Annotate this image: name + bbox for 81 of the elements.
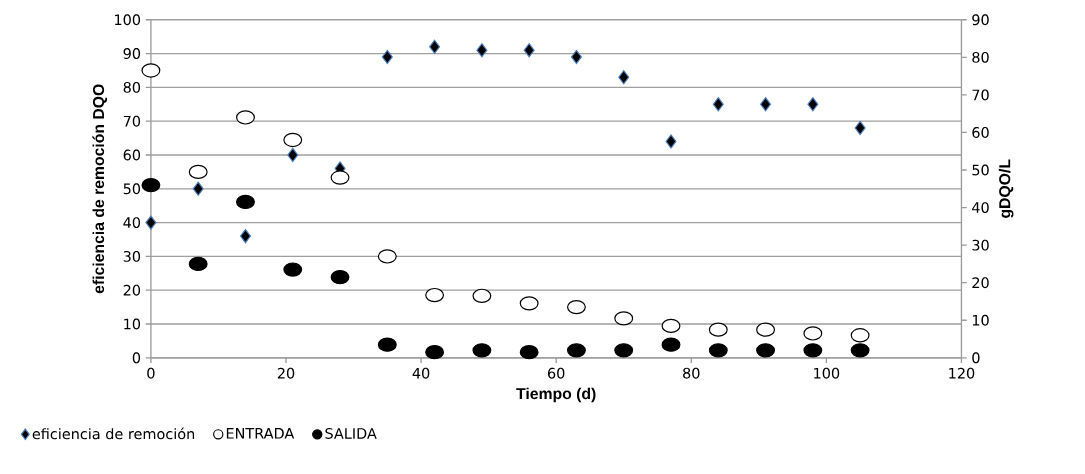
y-tick-label: 40	[123, 216, 141, 228]
y2-tick-label: 80	[972, 51, 989, 63]
y2-tick-label: 0	[972, 352, 980, 364]
point	[476, 42, 488, 58]
point	[283, 262, 303, 277]
point	[377, 337, 397, 352]
point	[854, 120, 866, 135]
x-tick-label: 40	[412, 367, 430, 379]
point	[661, 337, 681, 352]
point	[287, 147, 299, 162]
point	[145, 215, 157, 230]
y2-tick-label: 20	[972, 277, 989, 288]
y-tick-label: 90	[123, 47, 141, 59]
point	[377, 249, 397, 264]
y-axis-title: eficiencia de remoción DQO	[92, 84, 108, 294]
point	[381, 49, 393, 64]
point	[566, 299, 586, 315]
point	[708, 322, 728, 337]
y-tick-label: 70	[123, 115, 141, 127]
point	[425, 344, 445, 360]
point	[188, 164, 208, 179]
y-tick-label: 0	[132, 352, 141, 364]
y2-tick-label: 30	[972, 239, 989, 251]
point	[472, 288, 492, 303]
legend-label: eficiencia de remoción	[32, 427, 195, 440]
y2-tick-label: 90	[972, 14, 989, 26]
point	[141, 63, 161, 78]
y2-tick-label: 60	[972, 126, 989, 138]
x-tick-label: 20	[277, 367, 295, 379]
point	[236, 110, 255, 125]
x-tick-label: 0	[147, 367, 155, 379]
point	[661, 318, 681, 333]
point	[850, 342, 870, 358]
x-tick-label: 100	[814, 367, 840, 379]
point	[566, 342, 586, 358]
point	[665, 134, 677, 149]
point	[850, 327, 870, 343]
point	[712, 96, 724, 112]
point	[807, 96, 819, 112]
x-tick-label: 80	[683, 367, 700, 379]
point	[614, 311, 634, 326]
legend-label: ENTRADA	[226, 427, 295, 439]
point	[283, 132, 303, 147]
point	[425, 287, 445, 303]
point	[803, 326, 823, 341]
x-tick-label: 120	[949, 367, 975, 379]
y-tick-label: 10	[124, 318, 141, 330]
point	[429, 39, 441, 54]
point	[519, 295, 539, 311]
point	[760, 96, 772, 112]
point	[708, 342, 728, 358]
point	[330, 269, 350, 284]
point	[472, 342, 492, 358]
y-tick-label: 30	[123, 250, 141, 262]
point	[192, 181, 204, 196]
point	[330, 170, 350, 185]
point	[141, 177, 161, 192]
point	[523, 42, 535, 58]
y-tick-label: 50	[123, 183, 141, 195]
point	[570, 49, 582, 64]
point	[519, 344, 539, 360]
point	[803, 342, 823, 358]
y-tick-label: 60	[123, 149, 141, 161]
legend-label: SALIDA	[325, 427, 377, 439]
y2-tick-label: 40	[972, 201, 989, 213]
point	[756, 322, 776, 337]
point	[239, 228, 251, 244]
y-tick-label: 100	[115, 14, 141, 26]
y-tick-label: 80	[123, 81, 141, 93]
point	[236, 194, 255, 209]
y2-tick-label: 10	[972, 314, 989, 326]
x-tick-label: 60	[548, 367, 565, 379]
y2-tick-label: 50	[972, 164, 989, 176]
point	[756, 342, 776, 358]
point	[618, 69, 630, 85]
y-tick-label: 20	[123, 284, 141, 296]
y2-axis-title: gDQO/L	[998, 159, 1014, 218]
y2-tick-label: 70	[972, 89, 989, 101]
point	[188, 256, 208, 271]
point	[614, 342, 634, 358]
x-axis-title: Tiempo (d)	[516, 387, 596, 403]
